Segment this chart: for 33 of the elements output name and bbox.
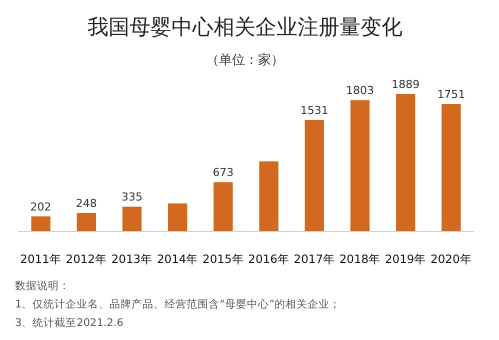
x-tick-label: 2020年 [430,252,472,266]
x-tick-label: 2016年 [248,252,290,266]
data-label: 1751 [437,88,466,102]
text: 数据说明： [15,280,70,292]
data-label: 1531 [300,104,328,117]
x-tick-label: 2014年 [156,252,198,266]
bar [259,161,278,231]
data-label: 1889 [392,78,420,91]
x-tick-label: 2013年 [111,252,153,266]
data-label: 202 [30,200,52,214]
bar [76,213,96,231]
bar [31,216,50,231]
data-label: 335 [122,190,142,204]
text: 3、统计截至2021.2.6 [15,316,124,329]
x-tick-label: 2011年 [20,252,62,266]
chart-subtitle: （单位：家） [206,52,284,68]
bar [214,182,233,231]
bar [304,120,324,231]
data-label: 1803 [346,84,374,98]
bar [122,206,142,231]
bar [168,203,188,231]
data-label: 248 [76,197,97,210]
x-tick-label: 2017年 [294,252,336,266]
bar [396,94,416,231]
x-tick-label: 2012年 [66,252,108,266]
chart-title: 我国母婴中心相关企业注册量变化 [88,15,402,39]
x-tick-label: 2018年 [339,252,381,266]
bar [350,100,370,231]
x-tick-label: 2019年 [384,252,426,266]
x-tick-label: 2015年 [202,252,244,266]
bar [442,104,461,231]
data-label: 673 [212,166,234,180]
text: 1、仅统计企业名、品牌产品、经营范围含“母婴中心”的相关企业； [15,298,341,310]
